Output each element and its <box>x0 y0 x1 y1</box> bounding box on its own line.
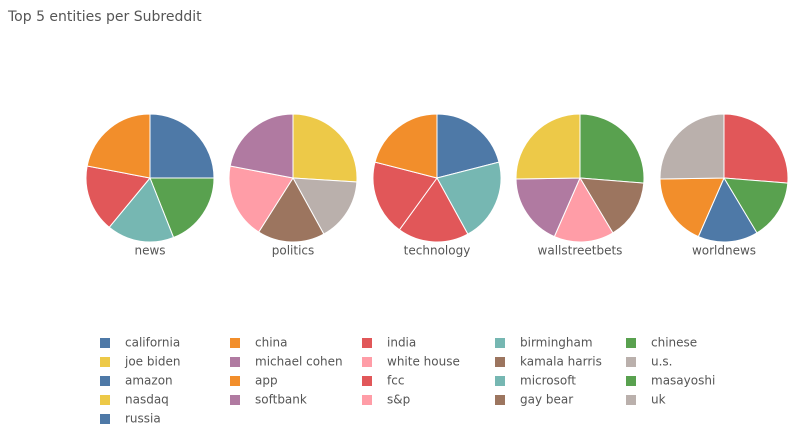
legend-swatch <box>362 357 372 367</box>
pie-slice <box>723 177 789 234</box>
legend-label: india <box>387 336 416 350</box>
legend-label: s&p <box>387 393 410 407</box>
pie-slice <box>228 165 294 233</box>
legend-swatch <box>100 357 110 367</box>
legend-label: joe biden <box>124 355 180 369</box>
pie-slice <box>229 113 294 179</box>
legend-label: kamala harris <box>520 355 602 369</box>
legend-label: california <box>125 336 180 350</box>
pie-slice <box>515 177 581 238</box>
chart-title: Top 5 entities per Subreddit <box>7 9 202 25</box>
legend-swatch <box>230 376 240 386</box>
pie-slice <box>108 177 175 243</box>
legend-swatch <box>495 395 505 405</box>
legend-swatch <box>230 395 240 405</box>
legend-label: michael cohen <box>255 355 343 369</box>
pie-slice <box>374 113 438 179</box>
pie-slice <box>579 113 645 184</box>
pie-slice <box>149 177 215 239</box>
pie-slice <box>697 176 758 243</box>
legend-label: amazon <box>125 374 173 388</box>
pie-slice <box>579 177 645 234</box>
legend-label: uk <box>651 393 666 407</box>
pie-slice <box>515 113 581 180</box>
legend-swatch <box>230 338 240 348</box>
legend-label: russia <box>125 412 161 426</box>
legend-swatch <box>100 338 110 348</box>
legend-swatch <box>230 357 240 367</box>
pie-label: worldnews <box>692 244 756 258</box>
legend-swatch <box>362 376 372 386</box>
pie-slice <box>85 165 151 229</box>
pie-slice <box>659 177 725 238</box>
legend-label: china <box>255 336 288 350</box>
legend-label: chinese <box>651 336 697 350</box>
pie-label: politics <box>272 244 315 258</box>
legend-label: nasdaq <box>125 393 169 407</box>
pie-slice <box>292 177 358 235</box>
legend-swatch <box>626 376 636 386</box>
legend-swatch <box>495 376 505 386</box>
legend-swatch <box>495 357 505 367</box>
legend-swatch <box>362 395 372 405</box>
pie-slice <box>659 113 725 180</box>
pie-slice <box>436 161 502 235</box>
legend-swatch <box>100 376 110 386</box>
legend-label: u.s. <box>651 355 673 369</box>
legend-swatch <box>626 395 636 405</box>
pie-slice <box>149 113 215 179</box>
pie-slice <box>86 113 151 179</box>
legend-label: white house <box>387 355 460 369</box>
pie-slice <box>553 176 614 243</box>
legend-swatch <box>626 338 636 348</box>
pie-slice <box>292 113 358 183</box>
legend-label: app <box>255 374 278 388</box>
legend-label: birmingham <box>520 336 593 350</box>
legend-swatch <box>100 414 110 424</box>
pie-slice <box>258 177 325 243</box>
legend-swatch <box>495 338 505 348</box>
pie-slice <box>723 113 789 184</box>
legend-label: fcc <box>387 374 404 388</box>
pie-slice <box>398 177 469 243</box>
legend-swatch <box>100 395 110 405</box>
legend-label: masayoshi <box>651 374 715 388</box>
pie-slice <box>372 161 438 231</box>
pie-slice <box>436 113 500 179</box>
pie-label: news <box>134 244 165 258</box>
legend-swatch <box>362 338 372 348</box>
pie-label: wallstreetbets <box>538 244 623 258</box>
pie-label: technology <box>404 244 471 258</box>
legend-label: softbank <box>255 393 307 407</box>
legend-swatch <box>626 357 636 367</box>
legend-label: gay bear <box>520 393 573 407</box>
legend-label: microsoft <box>520 374 576 388</box>
